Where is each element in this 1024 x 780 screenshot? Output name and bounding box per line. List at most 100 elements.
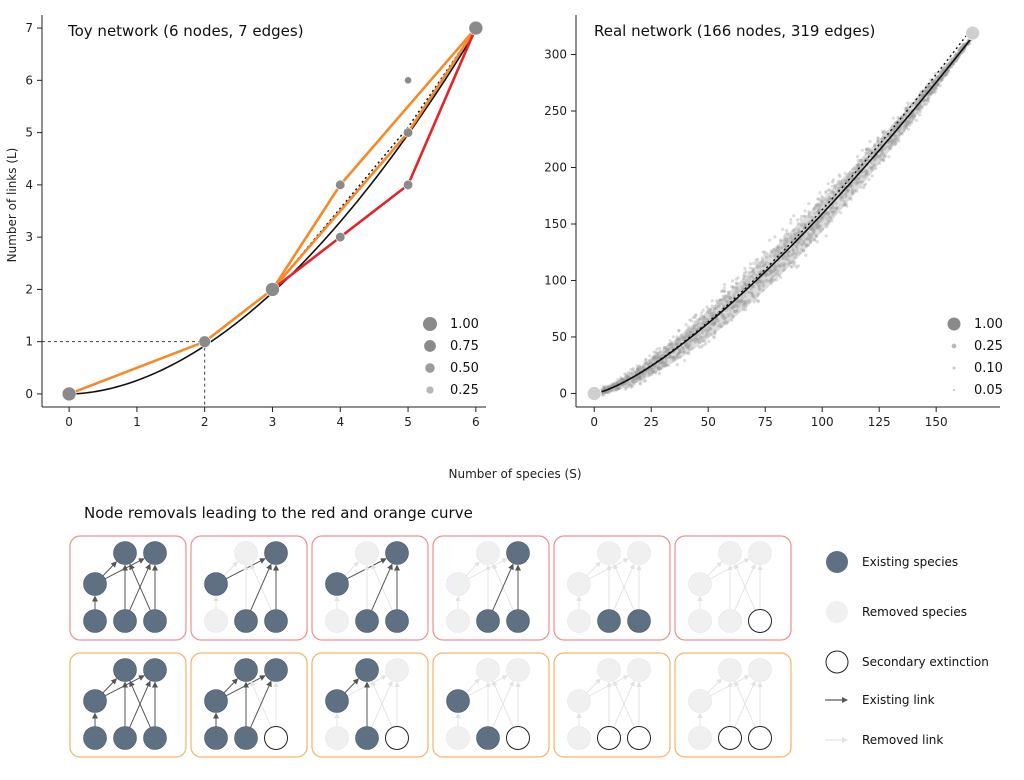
cloud-point — [820, 218, 824, 222]
existing-link — [492, 563, 514, 611]
cloud-point — [677, 341, 681, 345]
cloud-point — [716, 319, 720, 323]
cloud-point — [685, 341, 689, 345]
key-secondary-extinction-icon — [825, 650, 849, 674]
orange-series-line — [68, 27, 477, 396]
cloud-point — [713, 322, 717, 326]
cloud-point — [783, 244, 787, 248]
cloud-point — [657, 356, 661, 360]
endpoint-marker — [586, 386, 602, 401]
cloud-point — [637, 368, 642, 372]
fit-curve — [594, 36, 974, 395]
cloud-point — [653, 357, 657, 361]
cloud-point — [668, 355, 672, 359]
cloud-point — [623, 374, 628, 378]
cloud-point — [616, 386, 620, 390]
cloud-point — [795, 250, 799, 254]
cloud-point — [712, 310, 716, 314]
removed-species-node — [688, 572, 712, 596]
cloud-point — [741, 304, 745, 309]
cloud-point — [609, 384, 613, 388]
cloud-point — [844, 195, 848, 199]
removed-species-node — [688, 609, 712, 633]
endpoint-marker — [965, 25, 981, 41]
toy-x-tick-label: 5 — [404, 415, 412, 429]
cloud-point — [848, 184, 853, 188]
cloud-point — [860, 180, 864, 184]
cloud-point — [752, 272, 757, 276]
cloud-point — [709, 315, 713, 319]
cloud-point — [897, 139, 901, 143]
cloud-point — [636, 368, 640, 372]
cloud-point — [673, 357, 677, 361]
cloud-point — [664, 364, 668, 368]
cloud-point — [903, 124, 907, 128]
cloud-point — [926, 85, 931, 89]
cloud-point — [758, 279, 762, 284]
cloud-point — [639, 374, 644, 378]
cloud-point — [678, 355, 683, 359]
existing-link — [371, 563, 393, 611]
cloud-point — [630, 373, 634, 377]
cloud-point — [787, 254, 791, 258]
cloud-point — [821, 215, 825, 219]
cloud-point — [637, 375, 641, 379]
cloud-point — [649, 361, 653, 365]
cloud-point — [663, 360, 667, 364]
cloud-point — [799, 238, 804, 242]
cloud-point — [712, 322, 716, 326]
cloud-point — [637, 365, 641, 369]
removed-link — [344, 561, 359, 577]
removed-link — [371, 680, 393, 728]
cloud-point — [918, 113, 922, 117]
cloud-point — [910, 116, 914, 120]
removed-link — [613, 563, 635, 611]
cloud-point — [730, 305, 734, 309]
cloud-point — [851, 171, 856, 175]
cloud-point — [932, 90, 936, 94]
cloud-point — [879, 158, 883, 162]
cloud-point — [807, 233, 811, 237]
cloud-point — [686, 345, 690, 349]
cloud-point — [929, 92, 933, 96]
cloud-point — [757, 284, 761, 288]
cloud-point — [722, 289, 726, 294]
cloud-point — [879, 143, 883, 148]
cloud-point — [665, 356, 669, 360]
cloud-point — [837, 173, 841, 177]
cloud-point — [959, 46, 963, 50]
cloud-point — [712, 322, 716, 326]
cloud-point — [745, 299, 749, 303]
cloud-point — [875, 156, 880, 160]
cloud-point — [855, 170, 859, 174]
cloud-point — [884, 145, 888, 149]
cloud-point — [886, 134, 890, 138]
cloud-point — [680, 333, 684, 337]
cloud-point — [947, 69, 951, 73]
cloud-point — [851, 167, 855, 171]
cloud-point — [779, 265, 783, 269]
cloud-point — [876, 139, 880, 143]
cloud-point — [734, 286, 738, 291]
cloud-point — [890, 140, 894, 144]
cloud-point — [807, 237, 811, 241]
cloud-point — [845, 175, 850, 179]
cloud-point — [687, 344, 691, 348]
cloud-point — [774, 267, 778, 271]
cloud-point — [703, 329, 707, 333]
cloud-point — [688, 342, 692, 346]
cloud-point — [764, 273, 768, 277]
cloud-point — [688, 328, 692, 332]
cloud-point — [848, 171, 852, 175]
cloud-point — [615, 387, 619, 391]
cloud-point — [863, 173, 867, 177]
cloud-point — [940, 68, 944, 72]
cloud-point — [897, 117, 901, 121]
cloud-point — [669, 356, 674, 360]
cloud-point — [768, 272, 772, 276]
cloud-point — [763, 253, 767, 257]
cloud-point — [728, 295, 733, 299]
cloud-point — [708, 308, 712, 312]
cloud-point — [716, 300, 720, 305]
cloud-point — [906, 104, 911, 108]
